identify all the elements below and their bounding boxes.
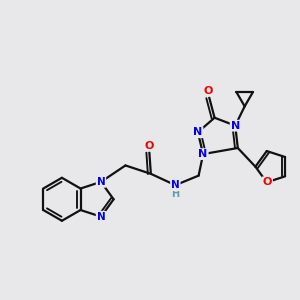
Text: O: O <box>145 141 154 151</box>
Text: N: N <box>97 177 105 187</box>
Text: N: N <box>199 149 208 159</box>
Text: N: N <box>171 180 180 190</box>
Text: H: H <box>171 188 179 199</box>
Text: O: O <box>203 86 212 96</box>
Text: O: O <box>263 177 272 187</box>
Text: N: N <box>231 121 240 131</box>
Text: N: N <box>97 212 105 222</box>
Text: N: N <box>193 127 203 137</box>
